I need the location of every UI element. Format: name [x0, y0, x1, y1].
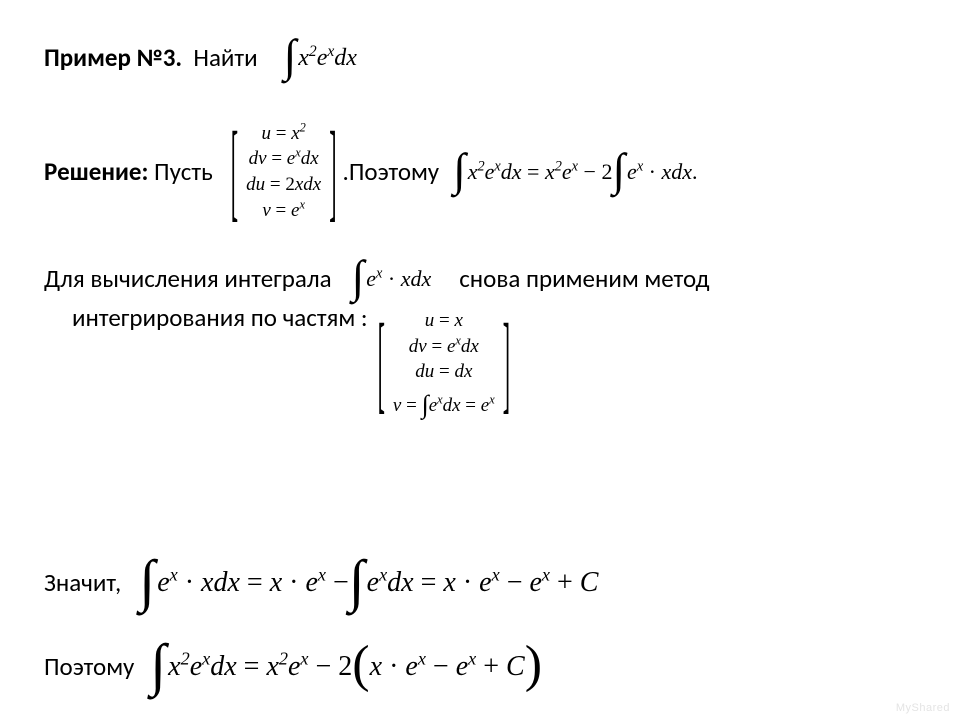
compute-pre: Для вычисления интеграла: [44, 263, 332, 294]
eq-2: ∫ ex · xdx = x · ex − ∫ exdx = x · ex − …: [139, 554, 598, 612]
watermark: MyShared: [896, 702, 950, 714]
line-solution: Решение: Пусть [ u = x2 dv = exdx du = 2…: [44, 112, 916, 232]
compute-post: снова применим метод: [459, 263, 709, 294]
eq-1: ∫ x2exdx = x2ex − 2 ∫ ex · xdx.: [453, 149, 697, 195]
example-label: Найти: [182, 42, 258, 73]
line-compute-cont: интегрирования по частям : [ u = x dv = …: [44, 302, 916, 414]
eq-3: ∫ x2exdx = x2ex − 2 ( x · ex − ex + C ): [150, 638, 542, 696]
uv-stack-1: [ u = x2 dv = exdx du = 2xdx v = ex ]: [231, 121, 337, 224]
line-znachit: Значит, ∫ ex · xdx = x · ex − ∫ exdx = x…: [44, 554, 916, 612]
slide: Пример №3. Найти ∫ x2exdx Решение: Пусть…: [0, 0, 960, 720]
solution-label: Решение: Пусть: [44, 156, 213, 187]
poetomu-label: Поэтому: [44, 651, 134, 682]
znachit-label: Значит,: [44, 567, 121, 598]
line-poetomu: Поэтому ∫ x2exdx = x2ex − 2 ( x · ex − e…: [44, 638, 916, 696]
uv-stack-2: [ u = x dv = exdx du = dx v = ∫exdx = ex…: [378, 308, 510, 420]
integral-1: ∫ x2exdx: [284, 35, 357, 81]
compute-cont: интегрирования по частям :: [72, 302, 368, 333]
line-example: Пример №3. Найти ∫ x2exdx: [44, 28, 916, 88]
therefore-1: .Поэтому: [343, 156, 440, 187]
line-compute: Для вычисления интеграла ∫ ex · xdx снов…: [44, 256, 916, 302]
integral-2: ∫ ex · xdx: [352, 256, 432, 302]
example-label-bold: Пример №3.: [44, 42, 182, 73]
